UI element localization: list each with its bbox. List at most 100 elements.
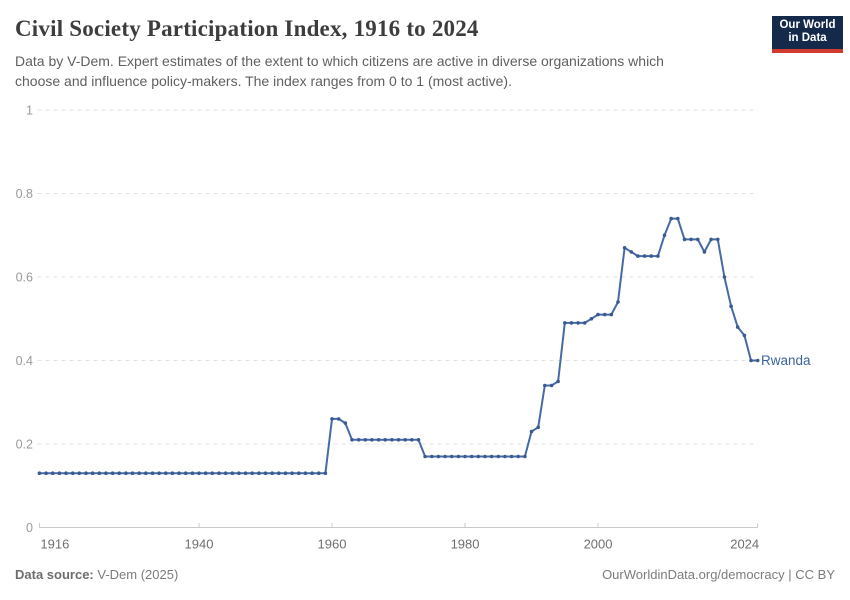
data-point[interactable] [37,471,42,476]
data-point[interactable] [629,250,634,254]
data-point[interactable] [536,425,540,430]
data-point[interactable] [423,454,427,459]
data-point[interactable] [363,438,368,442]
data-point[interactable] [722,275,727,279]
data-point[interactable] [183,471,188,476]
data-point[interactable] [243,471,248,476]
data-point[interactable] [356,438,361,442]
data-point[interactable] [277,471,281,476]
data-point[interactable] [77,471,82,476]
data-point[interactable] [137,471,141,476]
data-point[interactable] [523,454,527,459]
data-point[interactable] [197,471,201,476]
data-point[interactable] [230,471,235,476]
data-point[interactable] [290,471,294,476]
data-point[interactable] [396,438,401,442]
data-point[interactable] [569,321,574,325]
data-point[interactable] [529,429,534,434]
data-point[interactable] [576,321,580,325]
data-point[interactable] [656,254,660,258]
data-point[interactable] [509,454,514,459]
data-point[interactable] [330,417,334,421]
data-point[interactable] [609,312,614,317]
data-point[interactable] [217,471,221,476]
data-point[interactable] [370,438,374,442]
data-point[interactable] [642,254,647,258]
data-point[interactable] [190,471,195,476]
data-point[interactable] [117,471,121,476]
data-point[interactable] [469,454,474,459]
data-point[interactable] [649,254,653,258]
data-point[interactable] [735,325,740,329]
data-points-rwanda[interactable] [37,216,760,476]
data-point[interactable] [350,438,354,442]
data-point[interactable] [582,321,587,325]
data-point[interactable] [270,471,275,476]
data-point[interactable] [343,421,348,425]
data-point[interactable] [709,237,713,242]
data-point[interactable] [702,250,707,254]
data-point[interactable] [636,254,640,258]
data-point[interactable] [563,321,567,325]
data-point[interactable] [516,454,520,459]
data-point[interactable] [250,471,254,476]
data-point[interactable] [416,438,421,442]
data-point[interactable] [150,471,155,476]
data-point[interactable] [449,454,454,459]
data-point[interactable] [602,312,607,317]
data-point[interactable] [383,438,388,442]
entity-label-rwanda[interactable]: Rwanda [761,353,811,368]
data-point[interactable] [676,216,680,221]
data-point[interactable] [104,471,108,476]
data-point[interactable] [170,471,175,476]
data-point[interactable] [316,471,321,476]
data-point[interactable] [543,383,547,388]
data-point[interactable] [130,471,135,476]
data-point[interactable] [97,471,102,476]
data-point[interactable] [57,471,62,476]
data-point[interactable] [556,379,560,384]
data-point[interactable] [124,471,128,476]
data-point[interactable] [263,471,268,476]
data-point[interactable] [84,471,88,476]
data-point[interactable] [456,454,461,459]
data-point[interactable] [589,317,594,321]
data-point[interactable] [549,383,554,388]
data-point[interactable] [503,454,507,459]
data-point[interactable] [210,471,215,476]
data-point[interactable] [749,358,753,363]
data-point[interactable] [336,417,341,421]
data-point[interactable] [729,304,733,309]
data-point[interactable] [689,237,693,242]
data-point[interactable] [237,471,241,476]
data-point[interactable] [403,438,408,442]
data-point[interactable] [496,454,501,459]
data-point[interactable] [596,312,600,317]
owid-logo[interactable]: Our World in Data [772,16,843,53]
data-point[interactable] [44,471,48,476]
data-point[interactable] [436,454,441,459]
data-point[interactable] [755,358,760,363]
data-point[interactable] [297,471,301,476]
data-point[interactable] [203,471,208,476]
data-point[interactable] [662,233,667,238]
data-point[interactable] [430,454,434,459]
data-point[interactable] [476,454,481,459]
data-point[interactable] [716,237,720,242]
data-point[interactable] [70,471,75,476]
data-point[interactable] [390,438,394,442]
data-point[interactable] [177,471,181,476]
data-point[interactable] [90,471,95,476]
data-point[interactable] [157,471,161,476]
data-point[interactable] [257,471,261,476]
data-point[interactable] [110,471,115,476]
data-point[interactable] [144,471,148,476]
data-point[interactable] [742,333,747,338]
data-point[interactable] [50,471,55,476]
owid-url[interactable]: OurWorldinData.org/democracy [602,567,785,582]
data-point[interactable] [303,471,308,476]
data-point[interactable] [410,438,414,442]
data-point[interactable] [463,454,467,459]
data-point[interactable] [323,471,328,476]
data-point[interactable] [164,471,168,476]
